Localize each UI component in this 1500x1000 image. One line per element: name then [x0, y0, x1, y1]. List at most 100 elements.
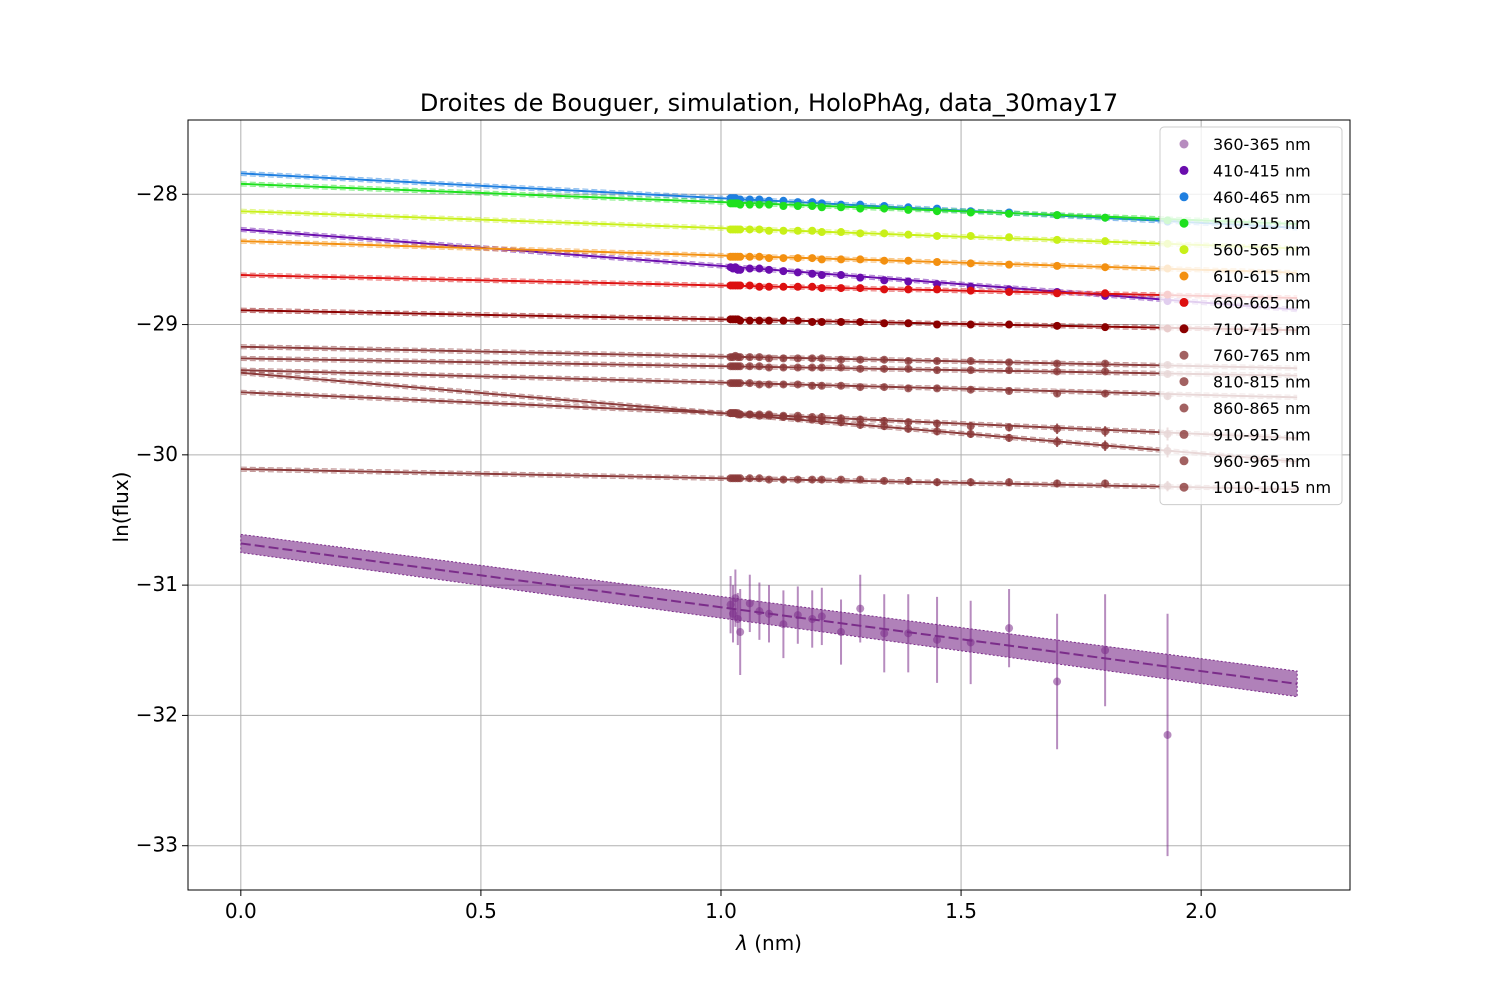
chart-title: Droites de Bouguer, simulation, HoloPhAg… — [420, 89, 1118, 117]
data-point — [837, 317, 846, 326]
data-point — [966, 231, 975, 240]
data-point — [1101, 237, 1110, 246]
data-point — [904, 357, 913, 366]
data-point — [856, 284, 865, 293]
series-860-865-nm — [240, 367, 1298, 401]
data-point — [793, 411, 802, 420]
legend-box — [1159, 126, 1343, 506]
legend-label: 510-515 nm — [1213, 214, 1311, 233]
data-point — [745, 410, 754, 419]
data-point — [745, 379, 754, 388]
data-point — [880, 285, 889, 294]
fit-band-upper — [240, 307, 1298, 329]
data-point — [880, 416, 889, 425]
data-point — [736, 628, 745, 637]
data-point — [755, 607, 764, 616]
series-710-715-nm — [240, 307, 1298, 333]
legend-marker — [1179, 324, 1189, 334]
data-point — [817, 475, 826, 484]
legend-label: 1010-1015 nm — [1213, 478, 1331, 497]
data-point — [1053, 261, 1062, 270]
data-point — [817, 271, 826, 280]
plot-area — [240, 170, 1298, 857]
data-point — [904, 364, 913, 373]
data-point — [793, 282, 802, 291]
data-point — [904, 424, 913, 433]
data-point — [808, 381, 817, 390]
data-point — [793, 268, 802, 277]
fit-band-lower — [240, 311, 1298, 333]
data-point — [880, 355, 889, 364]
fit-band-lower — [240, 185, 1298, 227]
data-point — [933, 419, 942, 428]
fit-band-upper — [240, 355, 1298, 375]
data-point — [880, 629, 889, 638]
data-point — [856, 415, 865, 424]
data-point — [793, 354, 802, 363]
data-point — [1005, 209, 1014, 218]
legend-marker — [1179, 271, 1189, 281]
data-point — [966, 320, 975, 329]
fit-band-upper — [240, 389, 1298, 437]
data-point — [765, 200, 773, 209]
data-point — [880, 204, 889, 213]
data-point — [745, 599, 754, 608]
series-660-665-nm — [240, 272, 1298, 301]
data-point — [765, 410, 773, 419]
x-axis-label-unit: (nm) — [748, 931, 802, 955]
data-point — [817, 228, 826, 237]
legend-marker — [1179, 218, 1189, 228]
data-point — [856, 475, 865, 484]
data-point — [837, 628, 846, 637]
series-1010-1015-nm — [240, 466, 1298, 492]
data-point — [817, 255, 826, 264]
data-point — [808, 269, 817, 278]
fit-band-upper — [240, 466, 1298, 488]
grid — [188, 120, 1350, 890]
plot-frame — [187, 119, 1351, 891]
fit-band-lower — [240, 359, 1298, 379]
data-point — [736, 316, 745, 325]
data-point — [856, 364, 865, 373]
data-point — [779, 254, 788, 263]
fit-band-lower — [240, 348, 1298, 371]
x-tick-label: 0.5 — [465, 899, 497, 923]
fit-band-upper — [240, 272, 1298, 297]
data-point — [1101, 646, 1110, 655]
data-point — [736, 362, 745, 371]
fit-band-upper — [240, 181, 1298, 223]
fit-band-lower — [240, 242, 1298, 276]
data-point — [779, 475, 788, 484]
data-point — [1053, 289, 1062, 298]
data-point — [1005, 624, 1014, 633]
data-point — [755, 410, 764, 419]
data-point — [817, 317, 826, 326]
data-point — [904, 277, 913, 286]
data-point — [1053, 235, 1062, 244]
data-point — [779, 201, 788, 210]
y-tick-label: −28 — [136, 181, 178, 205]
data-point — [793, 226, 802, 235]
data-point — [808, 282, 817, 291]
data-point — [765, 475, 773, 484]
data-point — [745, 252, 754, 261]
x-tick-label: 2.0 — [1185, 899, 1217, 923]
data-point — [1005, 386, 1014, 395]
data-point — [1053, 211, 1062, 220]
data-point — [779, 316, 788, 325]
data-point — [765, 282, 773, 291]
legend-label: 560-565 nm — [1213, 241, 1311, 260]
y-tick-label: −33 — [136, 833, 178, 857]
data-point — [755, 252, 764, 261]
data-point — [1005, 433, 1014, 442]
data-point — [837, 203, 846, 212]
data-point — [755, 200, 764, 209]
data-point — [793, 363, 802, 372]
legend-marker — [1179, 456, 1189, 466]
data-point — [933, 320, 942, 329]
data-point — [904, 384, 913, 393]
data-point — [880, 476, 889, 485]
data-point — [808, 413, 817, 422]
data-point — [1005, 478, 1014, 487]
data-point — [880, 229, 889, 238]
